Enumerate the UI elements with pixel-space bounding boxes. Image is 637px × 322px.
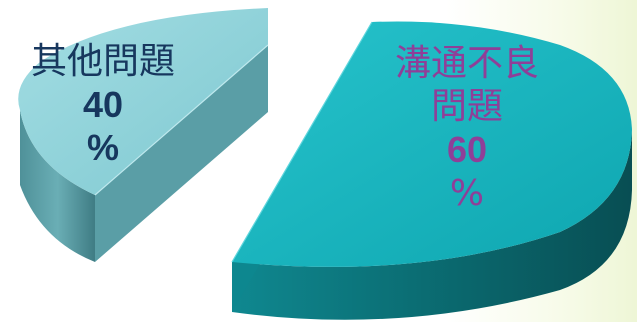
- slice-comm-top: [232, 21, 632, 267]
- slice-other-side-outer: [20, 110, 95, 262]
- slice-category-label-line2: 問題: [430, 86, 503, 128]
- slice-label-other-issues: 其他問題 40 %: [18, 40, 188, 170]
- slice-percent-value: 60: [446, 129, 488, 171]
- slice-percent-value: 40: [82, 84, 124, 126]
- pie-slice-communication-issues: [231, 21, 632, 320]
- slice-label-communication-issues: 溝通不良 問題 60 %: [372, 42, 562, 215]
- slice-percent-unit: %: [449, 172, 485, 214]
- slice-other-top: [18, 8, 268, 195]
- slice-category-label-line1: 溝通不良: [394, 43, 539, 84]
- pie-slice-other-issues: [18, 8, 269, 262]
- slice-other-side-cut: [95, 45, 268, 262]
- slice-category-label: 其他問題: [30, 41, 175, 82]
- slice-percent-unit: %: [86, 127, 119, 169]
- slice-comm-side-outer: [232, 130, 632, 320]
